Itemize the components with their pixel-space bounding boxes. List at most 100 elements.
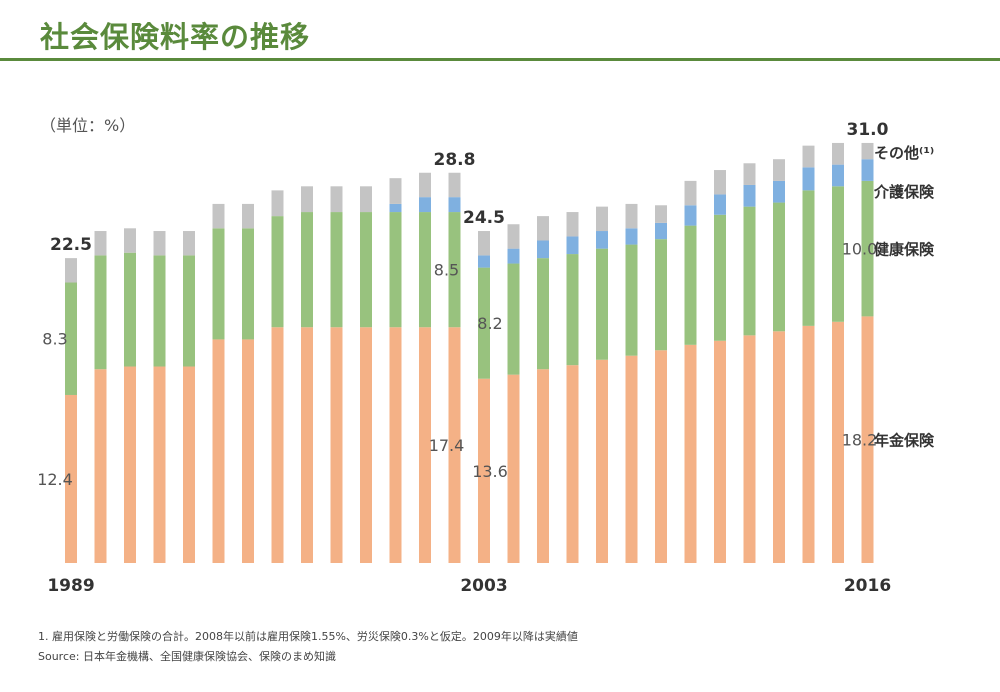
bar-pension-2000	[389, 327, 402, 563]
bar-health-1999	[360, 212, 372, 328]
bar-health-2016	[861, 180, 874, 317]
bar-other-1998	[330, 186, 343, 213]
bar-care-2016	[861, 159, 874, 181]
legend-health: 健康保険	[874, 241, 935, 259]
x-tick-2016: 2016	[844, 576, 891, 596]
bar-pension-1992	[153, 366, 166, 563]
bar-pension-2009	[655, 350, 667, 563]
bar-health-2006	[566, 254, 579, 366]
bar-care-2014	[802, 167, 815, 191]
bar-other-2015	[832, 142, 844, 165]
bar-health-1997	[301, 212, 313, 328]
bar-health-1995	[242, 228, 254, 340]
bar-pension-1993	[183, 366, 195, 563]
bar-care-2002	[448, 197, 461, 213]
bar-health-1990	[94, 255, 107, 370]
bar-care-2003	[478, 255, 490, 268]
bar-health-1996	[271, 216, 284, 328]
bar-health-1993	[183, 255, 195, 367]
bar-pension-1996	[271, 327, 284, 563]
bar-other-1990	[94, 231, 107, 256]
bar-other-2006	[566, 212, 579, 237]
segment-label-2016-health: 10.0	[842, 240, 878, 259]
bar-pension-2014	[802, 325, 815, 563]
bar-pension-2002	[448, 327, 461, 563]
bar-other-1999	[360, 186, 372, 213]
bar-care-2006	[566, 236, 579, 255]
bar-pension-1998	[330, 327, 343, 563]
bar-pension-2011	[714, 340, 726, 563]
bar-other-2005	[537, 216, 549, 241]
bar-pension-2016	[861, 316, 874, 563]
bar-health-2008	[625, 244, 638, 356]
x-tick-2003: 2003	[460, 576, 507, 596]
bar-health-2002	[448, 212, 461, 328]
bar-care-2012	[743, 184, 756, 207]
bar-health-1994	[212, 228, 225, 340]
legend-pension: 年金保険	[874, 432, 935, 450]
bar-pension-1995	[242, 339, 254, 563]
bar-other-1992	[153, 231, 166, 256]
bar-pension-1994	[212, 339, 225, 563]
bar-pension-2007	[596, 359, 608, 563]
footnote-1: 1. 雇用保険と労働保険の合計。2008年以前は雇用保険1.55%、労災保険0.…	[38, 630, 578, 643]
bar-other-2001	[419, 172, 431, 198]
bar-health-2014	[802, 190, 815, 326]
unit-label: （単位：%）	[40, 116, 135, 135]
bar-health-2011	[714, 214, 726, 341]
bar-health-2012	[743, 206, 756, 336]
bar-other-2011	[714, 170, 726, 195]
bar-pension-1999	[360, 327, 372, 563]
page-title: 社会保険料率の推移	[40, 20, 311, 54]
legend-care: 介護保険	[873, 183, 935, 201]
bar-pension-2010	[684, 344, 697, 563]
bar-other-2013	[773, 159, 785, 181]
bar-other-1997	[301, 186, 313, 213]
segment-label-2016-pension: 18.2	[842, 431, 878, 450]
bar-care-2000	[389, 203, 402, 213]
bar-care-2001	[419, 197, 431, 213]
bar-care-2013	[773, 180, 785, 203]
bar-health-1989	[65, 282, 77, 395]
bar-care-2009	[655, 222, 667, 240]
bar-other-2012	[743, 163, 756, 185]
bar-other-2016	[861, 142, 874, 160]
bar-care-2005	[537, 240, 549, 259]
bar-health-1991	[124, 252, 136, 367]
bar-other-1991	[124, 228, 136, 253]
bar-pension-2004	[507, 374, 520, 563]
bar-pension-2015	[832, 321, 844, 563]
bar-other-2010	[684, 180, 697, 206]
segment-label-2003-health: 8.2	[477, 314, 502, 333]
segment-label-2003-pension: 13.6	[472, 462, 508, 481]
bar-pension-2008	[625, 355, 638, 563]
bar-pension-1991	[124, 366, 136, 563]
bar-pension-2012	[743, 335, 756, 563]
bar-health-2004	[507, 263, 520, 375]
bar-health-1998	[330, 212, 343, 328]
bar-other-2002	[448, 172, 461, 198]
bar-other-1989	[65, 258, 77, 283]
bar-other-2004	[507, 224, 520, 249]
bar-other-1993	[183, 231, 195, 256]
bar-health-1992	[153, 255, 166, 367]
bar-health-2013	[773, 202, 785, 332]
bar-health-2000	[389, 212, 402, 328]
bar-pension-2003	[478, 378, 490, 563]
bar-other-2014	[802, 145, 815, 168]
x-tick-1989: 1989	[47, 576, 94, 596]
bar-health-2003	[478, 267, 490, 379]
bar-care-2010	[684, 205, 697, 226]
bar-health-2007	[596, 248, 608, 360]
bar-other-2007	[596, 206, 608, 232]
total-label-1989: 22.5	[50, 235, 92, 255]
bar-health-2005	[537, 258, 549, 370]
segment-label-2002-pension: 17.4	[429, 436, 465, 455]
bar-care-2007	[596, 231, 608, 249]
bar-care-2015	[832, 164, 844, 187]
bar-health-2001	[419, 212, 431, 328]
bar-other-1994	[212, 203, 225, 229]
bar-pension-2006	[566, 365, 579, 563]
bar-pension-1989	[65, 394, 77, 563]
bar-other-2000	[389, 178, 402, 204]
